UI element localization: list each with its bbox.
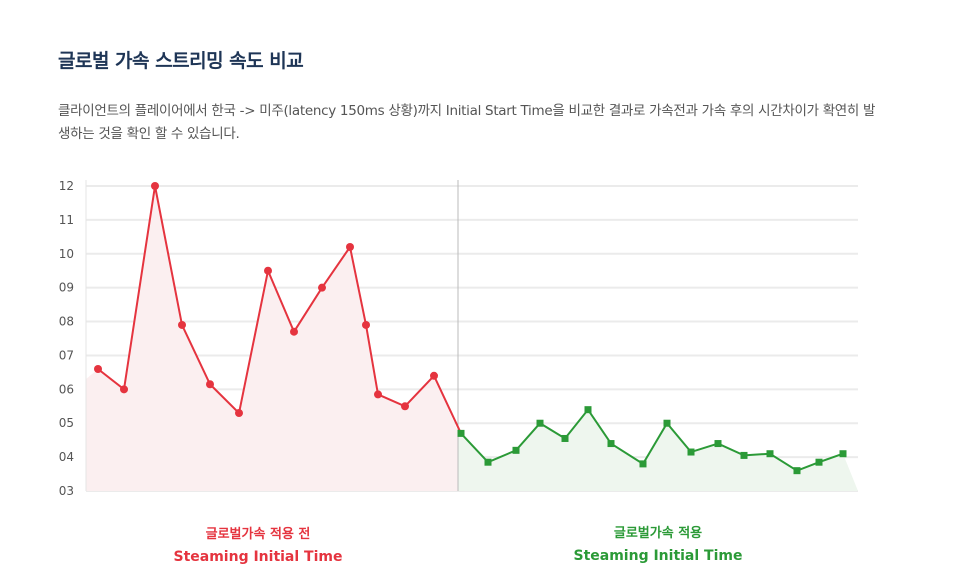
after-data-point [607,440,615,448]
before-data-point [290,327,298,336]
before-data-point [120,385,128,394]
before-data-point [430,371,438,380]
after-data-point [536,419,544,427]
y-tick-label: 11 [59,213,74,227]
after-data-point [584,406,592,414]
after-data-point [793,467,801,475]
y-tick-label: 10 [59,247,74,261]
after-data-point [512,446,520,454]
after-data-point [639,460,647,468]
legend-after-line2: Steaming Initial Time [573,548,743,564]
before-data-point [318,283,326,292]
legend-after: 글로벌가속 적용 Steaming Initial Time [508,523,808,567]
before-data-point [151,182,159,190]
after-data-point [561,434,569,442]
description: 클라이언트의 플레이어에서 한국 -> 미주(latency 150ms 상황)… [58,103,876,142]
y-tick-label: 04 [59,450,74,464]
legend-before: 글로벌가속 적용 전 Steaming Initial Time [108,524,408,568]
after-data-point [714,440,722,448]
page-title: 글로벌 가속 스트리밍 속도 비교 [58,50,304,72]
before-data-point [362,320,370,329]
after-data-point [484,458,492,466]
before-data-point [178,320,186,329]
before-data-point [206,380,214,389]
y-tick-label: 05 [59,416,74,430]
legend-after-line1: 글로벌가속 적용 [613,526,703,541]
before-data-point [346,243,354,251]
before-data-point [401,402,409,411]
y-tick-label: 03 [59,484,74,498]
y-tick-label: 09 [59,281,74,295]
y-tick-label: 08 [59,315,74,329]
y-tick-label: 12 [59,179,74,193]
y-tick-label: 06 [59,382,74,396]
after-data-point [663,419,671,427]
before-data-point [235,409,243,418]
after-area-fill [458,409,858,491]
y-tick-label: 07 [59,348,74,362]
legend-before-line2: Steaming Initial Time [173,549,343,565]
before-data-point [374,390,382,399]
after-data-point [766,450,774,458]
after-data-point [815,458,823,466]
after-data-point [457,429,465,437]
legend-before-line1: 글로벌가속 적용 전 [205,527,311,542]
after-data-point [687,448,695,456]
after-data-point [839,450,847,458]
before-area-fill [86,186,458,491]
before-data-point [264,266,272,275]
after-series-line [460,407,844,472]
after-data-point [740,451,748,459]
before-data-point [94,365,102,373]
